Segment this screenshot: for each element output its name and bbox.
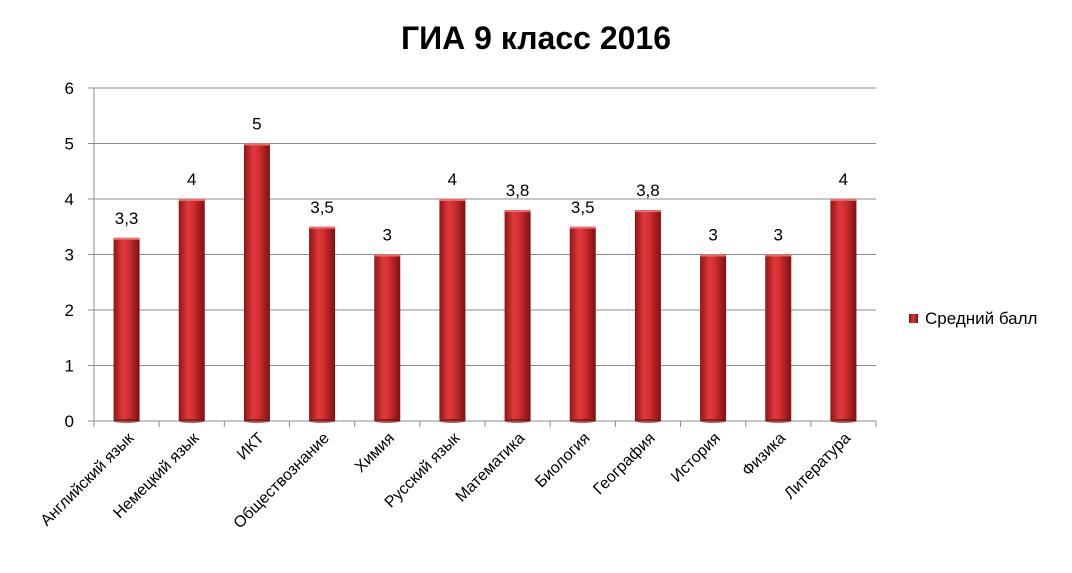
x-tick-label: Химия [352,430,398,476]
bar-base [700,419,727,423]
bar [830,199,857,421]
bars [113,143,857,423]
x-tick-label: Физика [739,430,789,480]
data-label: 3,8 [636,181,660,200]
bar [504,210,531,421]
bar-base [765,419,792,423]
bar [113,237,140,421]
bar-top [243,143,270,146]
data-label: 3,8 [506,181,530,200]
data-label: 3,3 [115,209,139,228]
data-label: 3 [383,226,392,245]
bar [700,254,727,421]
bar-top [504,210,531,213]
bar-top [439,199,466,201]
bar [309,226,336,421]
gridlines [94,87,876,366]
bar [178,199,205,421]
data-label: 4 [187,170,196,189]
bar-top [765,254,792,257]
bar-base [178,419,205,423]
bar-top [830,199,857,201]
bar-top [113,237,140,240]
bar-base [569,419,596,423]
x-tick-label: Математика [453,430,529,506]
bar-base [113,419,140,423]
chart-title: ГИА 9 класс 2016 [400,20,672,56]
y-tick-label: 0 [65,412,74,431]
data-labels: 3,3 4 5 3,5 3 4 3,8 3,5 3,8 3 3 4 [115,115,848,245]
x-tick-label: ИКТ [234,430,268,464]
y-tick-label: 3 [65,246,74,265]
bar-top [569,226,596,229]
data-label: 3,5 [310,198,334,217]
bar-base [439,419,466,423]
bar-top [700,254,727,257]
bar-base [634,419,661,423]
y-tick-label: 5 [65,135,74,154]
x-tick-label: География [590,430,658,498]
data-label: 3 [708,226,717,245]
bar-base [830,419,857,423]
data-label: 4 [839,170,848,189]
y-tick-labels: 0 1 2 3 4 5 6 [65,79,74,431]
data-label: 4 [448,170,457,189]
bar-base [504,419,531,423]
bar-base [243,419,270,423]
legend: Средний балл [909,309,1037,328]
bar-top [309,226,336,229]
y-tick-label: 6 [65,79,74,98]
legend-label: Средний балл [925,309,1037,328]
bar-top [634,210,661,213]
bar [634,210,661,421]
bar [439,199,466,421]
bar-top [374,254,401,257]
y-tick-label: 1 [65,357,74,376]
x-tick-label: Биология [532,430,593,491]
bar-base [374,419,401,423]
bar [243,143,270,421]
data-label: 5 [252,115,261,134]
y-tick-label: 2 [65,301,74,320]
x-tick-label: История [668,430,724,486]
data-label: 3 [774,226,783,245]
bar-base [309,419,336,423]
axes [88,87,877,427]
legend-swatch [909,314,918,323]
data-label: 3,5 [571,198,595,217]
bar [374,254,401,421]
bar-top [178,199,205,201]
bar [569,226,596,421]
bar [765,254,792,421]
x-tick-label: Литература [781,430,854,503]
y-tick-label: 4 [65,190,74,209]
